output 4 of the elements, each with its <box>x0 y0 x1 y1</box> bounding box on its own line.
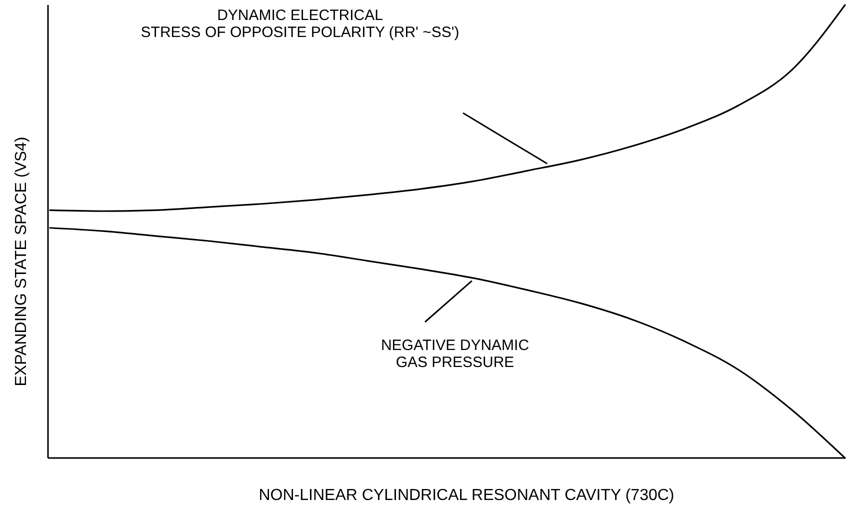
annotation: NEGATIVE DYNAMIC GAS PRESSURE <box>380 337 530 371</box>
y-axis-title: EXPANDING STATE SPACE (VS4) <box>13 136 30 386</box>
annotation: DYNAMIC ELECTRICAL STRESS OF OPPOSITE POLARITY (RR' ~SS') <box>140 7 460 41</box>
x-axis-title: NON-LINEAR CYLINDRICAL RESONANT CAVITY (730C) <box>258 487 674 504</box>
